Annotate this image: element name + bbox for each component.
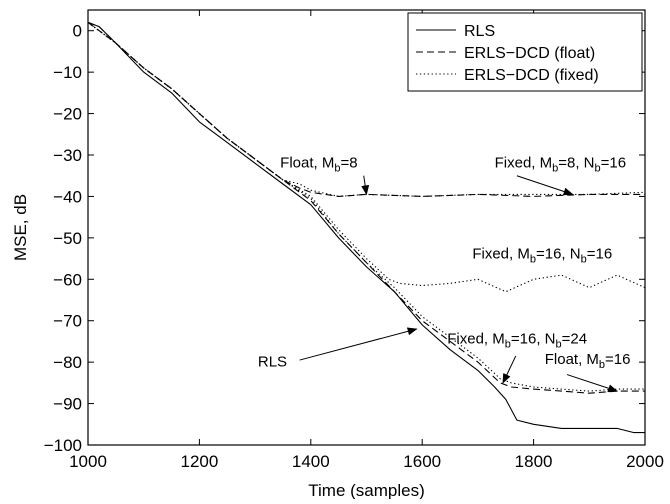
series-line-2 [87,21,645,197]
ticks-layer: 1000 1200 1400 1600 1800 2000 0 −10 −20 −30 −40 −50… [44,10,664,471]
y-tick-label: −40 [53,187,82,206]
annotation-label-4: Fixed, Mb=16, Nb=24 [447,331,587,351]
y-tick-label: −80 [53,353,82,372]
y-tick-label: 0 [73,22,82,41]
x-tick-label: 1400 [292,452,330,471]
legend-label-3: ERLS−DCD (fixed) [464,67,599,84]
annotation-arrow-2 [516,175,574,196]
y-tick-label: −100 [44,436,82,455]
annotation-label-2: Fixed, Mb=8, Nb=16 [495,154,627,174]
annotation-arrow-5 [566,374,619,393]
series-line-6 [87,21,645,392]
legend-box [407,12,643,92]
legend: RLS ERLS−DCD (float) ERLS−DCD (fixed) [407,12,643,92]
y-tick-label: −20 [53,105,82,124]
x-tick-label: 1000 [69,452,107,471]
y-axis-label: MSE, dB [11,194,30,261]
x-tick-label: 1200 [180,452,218,471]
plot-frame [87,9,646,446]
legend-label-2: ERLS−DCD (float) [464,45,595,62]
y-tick-label: −30 [53,146,82,165]
annotation-label-5: Float, Mb=16 [545,351,631,371]
y-tick-label: −70 [53,312,82,331]
x-tick-label: 1600 [403,452,441,471]
annotation-label-3: Fixed, Mb=16, Nb=16 [472,246,612,266]
annotation-arrow-1 [361,175,370,196]
x-tick-label: 2000 [626,452,664,471]
legend-label-1: RLS [464,23,495,40]
y-tick-label: −60 [53,270,82,289]
annotation-layer: Float, Mb=8 Fixed, Mb=8, Nb=16 Fixed, Mb=1… [258,154,631,393]
annotation-arrow-4 [502,355,517,384]
y-tick-label: −90 [53,395,82,414]
x-tick-label: 1800 [515,452,553,471]
annotation-label-1: Float, Mb=8 [280,154,357,174]
y-tick-label: −50 [53,229,82,248]
annotation-label-6: RLS [258,353,287,370]
y-tick-label: −10 [53,63,82,82]
series-layer [87,21,646,434]
annotation-arrow-6 [299,327,418,361]
x-axis-label: Time (samples) [308,481,425,499]
